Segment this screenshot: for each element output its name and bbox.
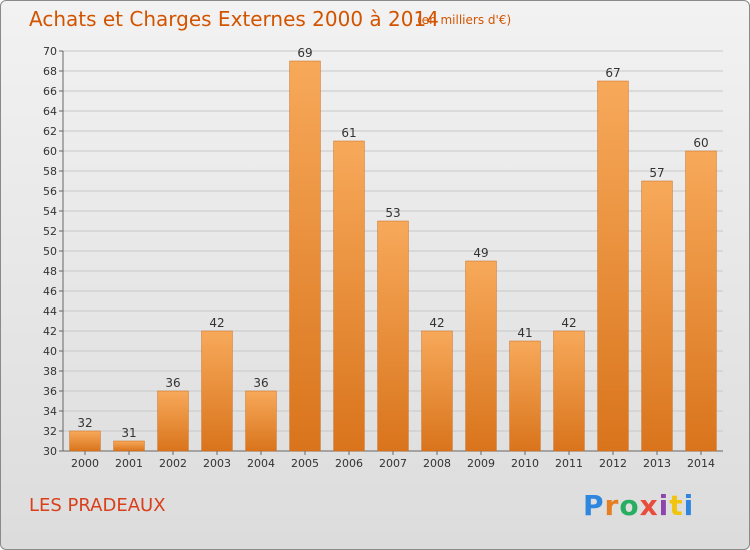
x-tick-label: 2010	[511, 457, 539, 470]
data-label: 42	[209, 316, 224, 330]
bar-2013	[641, 180, 673, 452]
y-tick-label: 44	[43, 305, 57, 318]
bar-2012	[597, 80, 629, 452]
data-label: 57	[649, 166, 664, 180]
y-tick-label: 68	[43, 65, 57, 78]
x-tick-label: 2009	[467, 457, 495, 470]
bar-2001	[113, 440, 145, 452]
bar-2002	[157, 390, 189, 452]
logo-letter: t	[669, 489, 684, 522]
y-tick-label: 56	[43, 185, 57, 198]
y-tick-label: 40	[43, 345, 57, 358]
proxiti-logo[interactable]: Proxiti	[583, 489, 694, 522]
y-tick-label: 52	[43, 225, 57, 238]
x-tick-label: 2001	[115, 457, 143, 470]
location-label: LES PRADEAUX	[29, 495, 166, 516]
y-tick-label: 62	[43, 125, 57, 138]
bar-2003	[201, 330, 233, 452]
logo-letter: i	[683, 489, 695, 522]
x-tick-label: 2004	[247, 457, 275, 470]
chart-subtitle: (en milliers d'€)	[417, 13, 512, 27]
data-label: 49	[473, 246, 488, 260]
x-tick-label: 2003	[203, 457, 231, 470]
y-tick-label: 48	[43, 265, 57, 278]
logo-letter: i	[658, 489, 670, 522]
logo-letter: r	[604, 489, 620, 522]
y-tick-label: 50	[43, 245, 57, 258]
x-tick-label: 2013	[643, 457, 671, 470]
x-tick-label: 2007	[379, 457, 407, 470]
data-label: 42	[429, 316, 444, 330]
x-tick-label: 2008	[423, 457, 451, 470]
chart-title: Achats et Charges Externes 2000 à 2014	[29, 7, 439, 31]
y-tick-label: 54	[43, 205, 57, 218]
bar-2014	[685, 150, 717, 452]
bar-2008	[421, 330, 453, 452]
x-tick-label: 2012	[599, 457, 627, 470]
data-label: 31	[121, 426, 136, 440]
x-tick-label: 2011	[555, 457, 583, 470]
data-label: 53	[385, 206, 400, 220]
y-tick-label: 38	[43, 365, 57, 378]
y-tick-label: 46	[43, 285, 57, 298]
y-tick-label: 32	[43, 425, 57, 438]
data-label: 41	[517, 326, 532, 340]
x-tick-label: 2000	[71, 457, 99, 470]
bars	[69, 60, 717, 452]
bar-2004	[245, 390, 277, 452]
x-tick-label: 2006	[335, 457, 363, 470]
y-tick-label: 30	[43, 445, 57, 458]
y-tick-label: 70	[43, 45, 57, 58]
data-label: 42	[561, 316, 576, 330]
data-label: 69	[297, 46, 312, 60]
bar-2007	[377, 220, 409, 452]
y-tick-label: 42	[43, 325, 57, 338]
data-label: 36	[253, 376, 268, 390]
y-tick-label: 34	[43, 405, 57, 418]
data-label: 67	[605, 66, 620, 80]
x-tick-label: 2005	[291, 457, 319, 470]
x-tick-label: 2014	[687, 457, 715, 470]
logo-letter: x	[639, 489, 659, 522]
y-tick-label: 36	[43, 385, 57, 398]
data-label: 61	[341, 126, 356, 140]
data-label: 32	[77, 416, 92, 430]
bar-2000	[69, 430, 101, 452]
logo-letter: o	[619, 489, 640, 522]
bar-2009	[465, 260, 497, 452]
x-tick-label: 2002	[159, 457, 187, 470]
y-tick-label: 66	[43, 85, 57, 98]
logo-letter: P	[583, 489, 605, 522]
y-tick-label: 60	[43, 145, 57, 158]
y-tick-label: 58	[43, 165, 57, 178]
data-labels: 32 31 36 42 36 69 61 53 42 49 41 42 67 57 60	[77, 46, 708, 440]
data-label: 36	[165, 376, 180, 390]
bar-2010	[509, 340, 541, 452]
y-tick-label: 64	[43, 105, 57, 118]
bar-2005	[289, 60, 321, 452]
bar-2006	[333, 140, 365, 452]
data-label: 60	[693, 136, 708, 150]
bar-2011	[553, 330, 585, 452]
